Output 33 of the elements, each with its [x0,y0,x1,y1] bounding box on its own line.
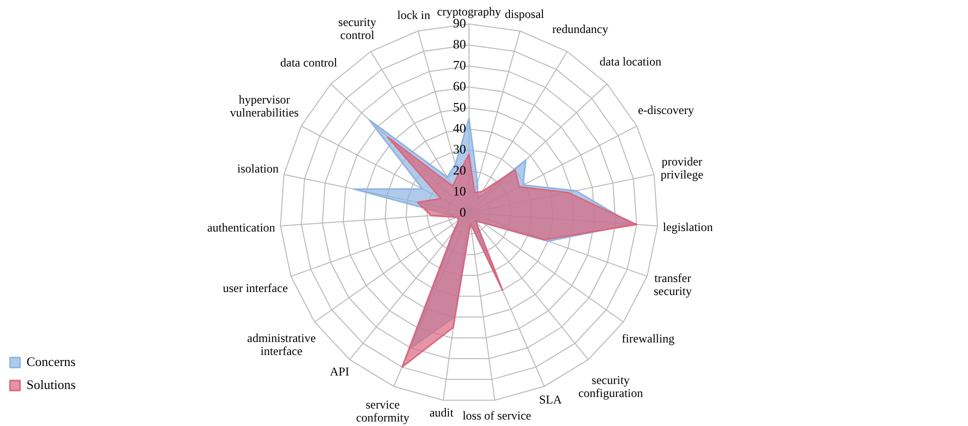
spoke-label: legislation [662,220,713,234]
spoke-label: administrative interface [247,331,316,358]
spoke-label: service conformity [356,397,410,424]
spoke-label: e-discovery [638,103,694,118]
spoke-label: API [330,364,350,378]
y-tick-label: 70 [453,57,466,72]
spoke-label: user interface [222,281,288,296]
spoke-label: disposal [504,7,545,22]
spoke-label: lock in [397,8,430,22]
legend-label: Concerns [26,354,76,369]
spoke-label: authentication [207,220,276,235]
spoke-label: redundancy [552,22,608,36]
spoke-label: isolation [237,161,279,176]
spoke-label: security control [338,14,376,42]
spoke-label: security configuration [578,372,643,400]
spoke-label: SLA [539,392,562,407]
spoke-label: data location [600,54,662,68]
y-tick-label: 80 [453,36,466,52]
y-tick-label: 60 [453,78,466,94]
legend-label: Solutions [26,376,76,392]
y-tick-label: 20 [453,162,466,178]
spoke-label: provider privilege [660,154,704,182]
y-tick-label: 50 [453,99,466,114]
spoke-label: data control [280,56,338,70]
spoke-label: transfer security [654,271,692,298]
y-tick-label: 30 [453,141,466,156]
y-tick-label: 0 [460,204,466,220]
spoke-label: hypervisor vulnerabilities [230,92,300,120]
spoke-label: loss of service [462,408,532,422]
spoke-label: firewalling [622,332,674,346]
spoke-label: audit [429,405,454,420]
y-tick-label: 10 [453,183,466,198]
y-tick-label: 40 [453,120,466,136]
